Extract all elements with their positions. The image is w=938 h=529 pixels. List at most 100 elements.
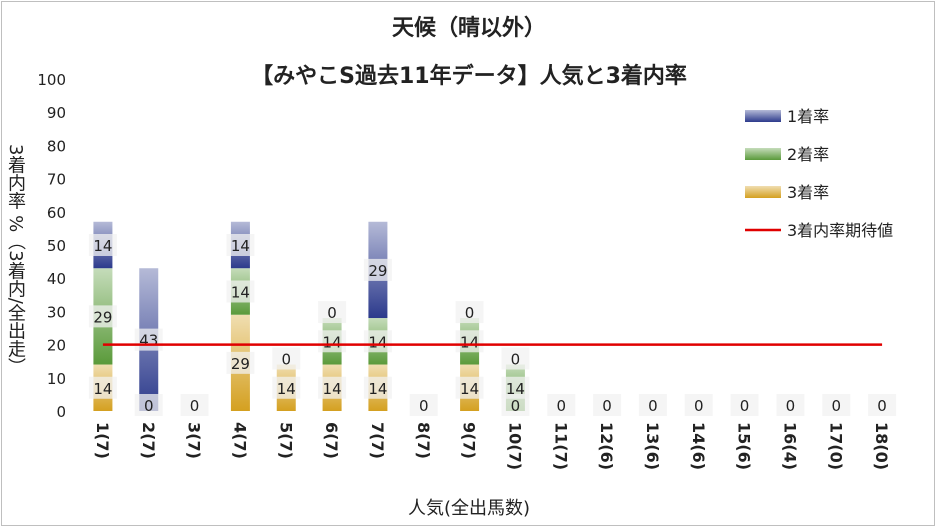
x-tick-label: 3(7) [185,422,204,459]
data-label: 0 [648,397,658,415]
x-tick-label: 10(7) [505,422,524,470]
data-label-bg [363,330,392,353]
data-label: 14 [460,333,479,351]
data-label-bg [318,301,347,324]
data-label-bg [226,351,255,374]
data-label: 14 [368,333,387,351]
x-tick-label: 8(7) [414,422,433,459]
legend-label: 1着率 [787,107,829,126]
data-label: 14 [368,380,387,398]
data-label-bg [501,376,530,399]
data-label: 14 [323,333,342,351]
y-tick-label: 60 [47,204,66,222]
data-label: 0 [144,397,154,415]
x-axis-label: 人気(全出馬数) [407,498,531,519]
x-tick-label: 2(7) [139,422,158,459]
data-label: 0 [831,397,841,415]
data-label: 14 [231,283,250,301]
data-label-bg [318,376,347,399]
data-label-bg [134,394,163,416]
data-label: 0 [877,397,887,415]
data-label-bg [822,394,851,416]
data-label: 29 [93,308,112,326]
data-label: 29 [368,262,387,280]
x-tick-label: 12(6) [597,422,616,470]
data-label: 14 [323,380,342,398]
y-tick-label: 0 [56,403,66,421]
data-label-bg [455,376,484,399]
data-label-bg [88,376,117,399]
data-label-bg [226,234,255,256]
data-label: 14 [460,380,479,398]
chart-title: 天候（晴以外） [391,16,546,41]
data-label: 43 [139,332,158,350]
data-label-bg [593,394,622,416]
data-label: 14 [231,237,250,255]
data-label: 14 [506,380,525,398]
data-label-bg [638,394,667,416]
y-tick-label: 50 [47,237,66,255]
data-label-bg [501,394,530,416]
y-tick-label: 20 [47,337,66,355]
data-label-bg [180,394,209,416]
data-label-bg [776,394,805,416]
data-label: 0 [694,397,704,415]
chart-subtitle: 【みやこS過去11年データ】人気と3着内率 [251,64,687,89]
y-tick-label: 80 [47,137,66,155]
data-label: 14 [93,380,112,398]
x-tick-label: 5(7) [276,422,295,459]
x-tick-label: 7(7) [368,422,387,459]
data-label-bg [409,394,438,416]
y-tick-label: 100 [37,71,66,89]
data-label-bg [88,234,117,256]
y-tick-label: 40 [47,270,66,288]
x-tick-label: 13(6) [643,422,662,470]
data-label: 0 [602,397,612,415]
data-label: 29 [231,355,250,373]
y-tick-label: 30 [47,303,66,321]
data-label-bg [501,347,530,370]
data-label: 0 [327,304,337,322]
data-label-bg [226,280,255,303]
legend-label: 3着内率期待値 [787,221,893,240]
x-tick-label: 15(6) [735,422,754,470]
data-label-bg [684,394,713,416]
x-tick-label: 4(7) [230,422,249,459]
data-label-bg [363,258,392,281]
legend-swatch [745,148,781,160]
data-label: 14 [93,237,112,255]
data-label-bg [730,394,759,416]
data-label: 0 [511,351,521,369]
data-label: 14 [277,380,296,398]
data-label-bg [272,376,301,399]
data-label: 0 [786,397,796,415]
x-tick-label: 1(7) [93,422,112,459]
data-label: 0 [281,351,291,369]
x-tick-label: 14(6) [689,422,708,470]
data-label-bg [455,330,484,353]
legend-label: 2着率 [787,145,829,164]
data-label-bg [363,376,392,399]
data-label-bg [88,305,117,328]
data-label-bg [318,330,347,353]
x-tick-label: 6(7) [322,422,341,459]
data-label-bg [868,394,897,416]
data-label-bg [547,394,576,416]
data-label-bg [455,301,484,324]
legend-swatch [745,186,781,198]
data-label: 0 [419,397,429,415]
data-label: 0 [556,397,566,415]
x-tick-label: 18(0) [872,422,891,470]
legend-label: 3着率 [787,183,829,202]
data-label: 0 [465,304,475,322]
y-axis-label: 3着内率 %（3着内/全出走） [5,144,26,376]
data-label: 0 [740,397,750,415]
data-label-bg [272,347,301,370]
x-tick-label: 9(7) [460,422,479,459]
x-tick-label: 11(7) [551,422,570,470]
legend-swatch [745,110,781,122]
y-tick-label: 90 [47,104,66,122]
